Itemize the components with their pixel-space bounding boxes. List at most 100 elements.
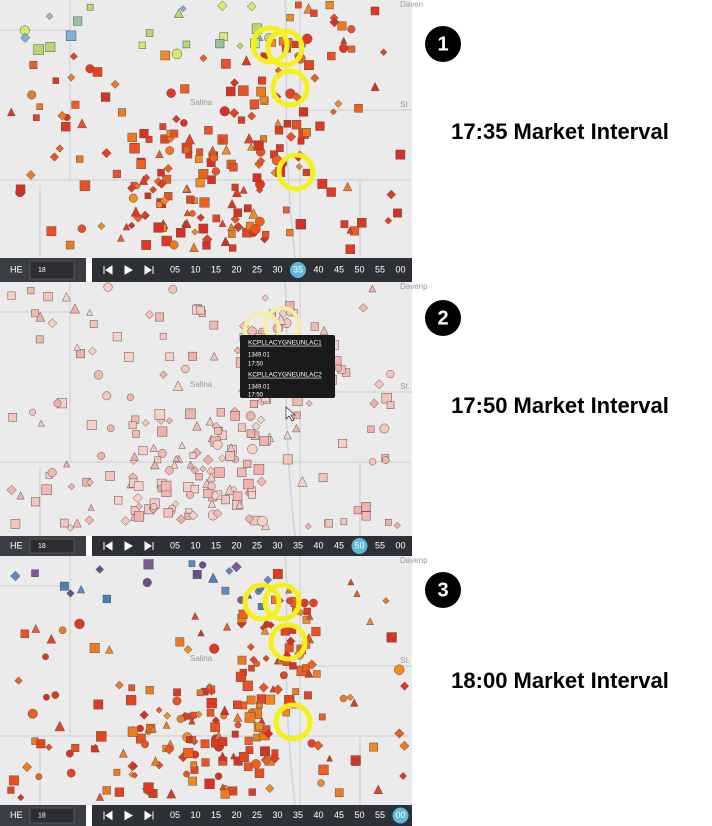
map-marker bbox=[347, 578, 355, 586]
map-marker bbox=[165, 352, 174, 362]
interval-label[interactable]: 10 bbox=[190, 264, 200, 274]
map-marker bbox=[145, 686, 154, 695]
map-marker bbox=[351, 758, 360, 766]
interval-label[interactable]: 50 bbox=[354, 264, 364, 274]
map-marker bbox=[55, 144, 64, 153]
play-control[interactable] bbox=[124, 265, 134, 275]
map-marker bbox=[186, 491, 194, 499]
he-input[interactable] bbox=[29, 538, 75, 554]
map-marker bbox=[305, 400, 313, 407]
map-marker bbox=[361, 502, 371, 512]
map-marker bbox=[229, 163, 238, 172]
interval-label[interactable]: 00 bbox=[395, 810, 405, 820]
map-marker bbox=[250, 223, 261, 235]
map-marker bbox=[297, 476, 308, 487]
map-marker bbox=[326, 187, 336, 197]
map-marker bbox=[126, 393, 135, 402]
interval-label[interactable]: 20 bbox=[231, 540, 241, 550]
interval-label[interactable]: 35 bbox=[293, 540, 303, 550]
map-marker bbox=[41, 484, 52, 495]
play-control[interactable] bbox=[124, 541, 134, 551]
interval-label[interactable]: 20 bbox=[231, 264, 241, 274]
map-marker bbox=[47, 318, 58, 329]
map-marker bbox=[7, 786, 15, 794]
map-marker bbox=[237, 116, 246, 124]
interval-label[interactable]: 00 bbox=[395, 264, 405, 274]
interval-label[interactable]: 10 bbox=[190, 810, 200, 820]
map-marker bbox=[282, 454, 293, 465]
map-marker bbox=[291, 40, 299, 48]
map-marker bbox=[340, 36, 348, 44]
map-marker bbox=[141, 240, 152, 250]
map-marker bbox=[102, 594, 111, 604]
play-control[interactable] bbox=[144, 810, 154, 821]
map-marker bbox=[66, 589, 75, 598]
map-marker bbox=[244, 712, 256, 723]
map-marker bbox=[238, 85, 249, 96]
play-control[interactable] bbox=[103, 265, 113, 275]
he-input[interactable] bbox=[29, 807, 75, 824]
interval-label[interactable]: 30 bbox=[272, 810, 282, 820]
interval-label[interactable]: 50 bbox=[354, 810, 364, 820]
map-marker bbox=[45, 743, 53, 752]
interval-label[interactable]: 30 bbox=[272, 540, 282, 550]
place-name: Salina bbox=[190, 380, 213, 389]
panel-number-badge bbox=[425, 26, 461, 62]
interval-label[interactable]: 30 bbox=[272, 264, 282, 274]
map-marker bbox=[113, 768, 121, 776]
map-marker bbox=[272, 684, 284, 695]
interval-label[interactable]: 15 bbox=[211, 810, 221, 820]
map-marker bbox=[214, 426, 223, 435]
interval-label[interactable]: 00 bbox=[395, 540, 405, 550]
interval-label[interactable]: 10 bbox=[190, 540, 200, 550]
interval-label[interactable]: 15 bbox=[211, 540, 221, 550]
interval-label[interactable]: 40 bbox=[313, 264, 323, 274]
play-control[interactable] bbox=[144, 541, 154, 551]
interval-label[interactable]: 45 bbox=[334, 810, 344, 820]
map-marker bbox=[303, 691, 312, 700]
map-marker bbox=[97, 222, 106, 231]
interval-label[interactable]: 35 bbox=[293, 264, 303, 274]
map-marker bbox=[358, 303, 368, 313]
interval-label[interactable]: 55 bbox=[375, 264, 385, 274]
interval-label[interactable]: 55 bbox=[375, 540, 385, 550]
interval-label[interactable]: 50 bbox=[354, 540, 364, 550]
map-marker bbox=[71, 743, 80, 752]
interval-label[interactable]: 45 bbox=[334, 264, 344, 274]
map-marker bbox=[256, 476, 267, 487]
interval-label[interactable]: 55 bbox=[375, 810, 385, 820]
interval-label[interactable]: 20 bbox=[231, 810, 241, 820]
map-marker bbox=[188, 560, 196, 567]
interval-label[interactable]: 05 bbox=[170, 264, 180, 274]
map-marker bbox=[35, 773, 43, 781]
map-marker bbox=[35, 335, 44, 344]
interval-label[interactable]: 40 bbox=[313, 810, 323, 820]
interval-label[interactable]: 25 bbox=[252, 264, 262, 274]
interval-label[interactable]: 15 bbox=[211, 264, 221, 274]
place-name: Salina bbox=[190, 98, 213, 107]
map-marker bbox=[157, 448, 167, 458]
interval-label[interactable]: 05 bbox=[170, 540, 180, 550]
map-marker bbox=[235, 671, 246, 682]
interval-label[interactable]: 35 bbox=[293, 810, 303, 820]
interval-label[interactable]: 25 bbox=[252, 540, 262, 550]
play-control[interactable] bbox=[144, 265, 154, 275]
play-control[interactable] bbox=[103, 810, 113, 821]
interval-label[interactable]: 05 bbox=[170, 810, 180, 820]
map-marker bbox=[248, 664, 255, 672]
map-marker bbox=[229, 108, 240, 119]
map-marker bbox=[95, 792, 105, 801]
he-input[interactable] bbox=[29, 260, 75, 280]
interval-label[interactable]: 40 bbox=[313, 540, 323, 550]
map-marker bbox=[149, 185, 158, 194]
map-marker bbox=[263, 620, 271, 628]
play-control[interactable] bbox=[124, 810, 134, 821]
map-marker bbox=[285, 636, 296, 646]
interval-label[interactable]: 25 bbox=[252, 810, 262, 820]
map-marker bbox=[27, 708, 38, 719]
map-marker bbox=[90, 745, 98, 753]
interval-title: 17:35 Market Interval bbox=[451, 119, 669, 144]
map-marker bbox=[260, 625, 270, 635]
interval-label[interactable]: 45 bbox=[334, 540, 344, 550]
play-control[interactable] bbox=[103, 541, 113, 551]
